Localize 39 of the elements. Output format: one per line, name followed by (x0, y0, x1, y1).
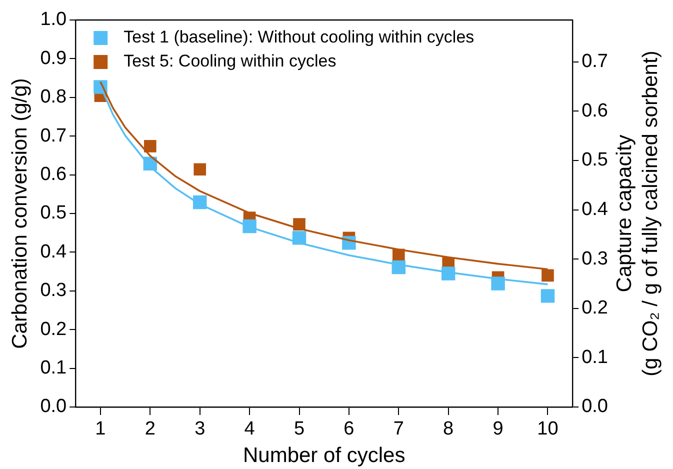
y-tick-label: 0.2 (40, 318, 67, 340)
x-tick-label: 3 (194, 418, 206, 440)
y2-tick-label: 0.7 (582, 51, 608, 72)
y-axis-title: Carbonation conversion (g/g) (8, 78, 32, 349)
y-tick-label: 0.4 (40, 241, 68, 262)
x-tick-label: 8 (443, 418, 454, 440)
x-axis-title: Number of cycles (242, 444, 406, 468)
y2-tick-label: 0.5 (582, 150, 608, 171)
y2-tick-label: 0.6 (582, 100, 608, 122)
x-tick-label: 10 (537, 418, 558, 440)
x-tick-label: 6 (344, 418, 354, 440)
y2-axis-title: Capture capacity (g CO₂ / g of fully calcined sorbent) (612, 50, 662, 376)
x-tick-label: 9 (492, 418, 504, 440)
y2-tick-label: 0.3 (582, 248, 608, 270)
point (491, 276, 505, 290)
legend-label: Test 1 (baseline): Without cooling within cycles (124, 28, 474, 47)
x-tick-label: 7 (393, 418, 404, 440)
y-tick-label: 0.6 (40, 164, 67, 186)
y-tick-label: 0.5 (40, 202, 67, 224)
y-tick-label: 0.7 (40, 125, 67, 146)
y2-tick-label: 0.0 (582, 396, 608, 418)
y-tick-label: 0.0 (40, 396, 67, 418)
x-tick-label: 5 (294, 418, 305, 440)
y-tick-label: 0.1 (40, 358, 67, 379)
x-tick-label: 4 (244, 418, 256, 440)
y-tick-label: 0.8 (40, 86, 67, 108)
legend-label: Test 5: Cooling within cycles (124, 52, 336, 71)
point (542, 269, 554, 282)
x-tick-label: 2 (144, 418, 156, 440)
y2-tick-label: 0.4 (582, 199, 608, 220)
point (194, 163, 206, 176)
y2-tick-label: 0.2 (582, 298, 608, 319)
point (540, 289, 555, 303)
y-tick-label: 0.9 (40, 48, 67, 69)
y-tick-label: 0.3 (40, 280, 67, 302)
y2-tick-label: 0.1 (582, 346, 608, 368)
x-tick-label: 1 (95, 418, 106, 440)
y-tick-label: 1.0 (40, 9, 67, 30)
point (144, 140, 156, 152)
